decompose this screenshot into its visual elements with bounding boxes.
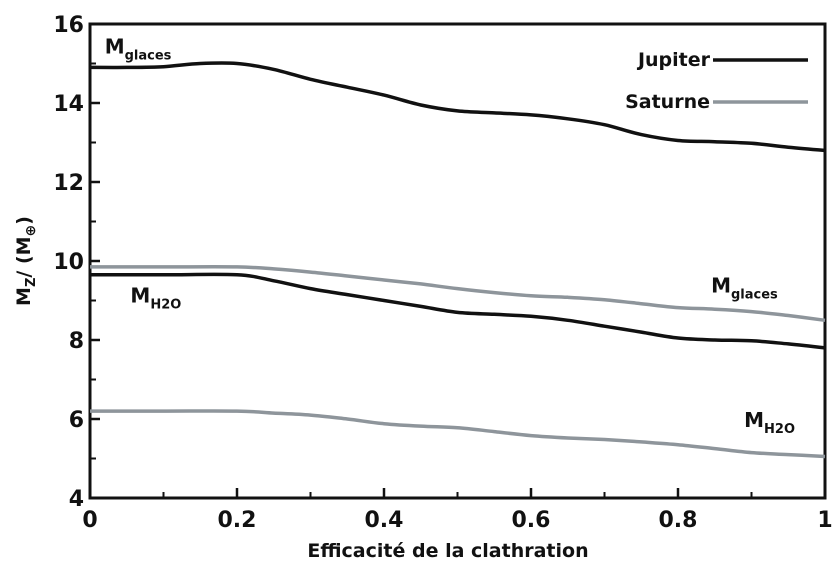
x-tick-label: 0.4 bbox=[365, 508, 404, 533]
y-axis-title: MZ/ (M⊕) bbox=[13, 216, 39, 306]
y-tick-label: 6 bbox=[69, 408, 84, 433]
series-line-jupiter-m-h2o bbox=[89, 272, 826, 350]
x-tick-label: 0.2 bbox=[218, 508, 257, 533]
y-tick-label: 12 bbox=[53, 171, 84, 196]
series-line-saturne-m-h2o bbox=[89, 409, 826, 459]
curve-annotation: Mglaces bbox=[711, 274, 778, 303]
y-axis-title-earth: ⊕ bbox=[23, 225, 39, 237]
curve-annotation-main: M bbox=[744, 408, 764, 432]
curve-annotation-sub: H2O bbox=[150, 297, 181, 312]
curve-annotation-main: M bbox=[130, 283, 150, 307]
y-tick-label: 16 bbox=[53, 13, 84, 38]
curve-annotation-main: M bbox=[711, 274, 731, 298]
curve-annotation-main: M bbox=[105, 35, 125, 59]
y-axis-title-sub: Z bbox=[24, 278, 39, 287]
y-axis-title-rest: / (M bbox=[13, 236, 35, 277]
legend-label-jupiter: Jupiter bbox=[636, 49, 711, 71]
series-line-jupiter-m-glaces bbox=[89, 61, 826, 153]
y-axis-title-close: ) bbox=[13, 216, 35, 225]
curve-annotation-sub: glaces bbox=[731, 288, 778, 303]
x-axis-title: Efficacité de la clathration bbox=[307, 540, 588, 562]
curve-annotation: MH2O bbox=[130, 283, 181, 312]
y-axis-title-m: M bbox=[13, 287, 35, 306]
curve-annotation-sub: H2O bbox=[764, 422, 795, 437]
x-tick-label: 1 bbox=[817, 508, 832, 533]
series-layer bbox=[89, 61, 826, 459]
y-tick-label: 4 bbox=[69, 487, 84, 512]
series-line-saturne-m-glaces bbox=[89, 265, 826, 323]
legend-label-saturne: Saturne bbox=[625, 91, 710, 113]
curve-annotation-sub: glaces bbox=[125, 49, 172, 64]
legend: Jupiter Saturne bbox=[625, 49, 808, 113]
y-tick-label: 10 bbox=[53, 250, 84, 275]
x-tick-label: 0 bbox=[82, 508, 97, 533]
curve-annotation: Mglaces bbox=[105, 35, 172, 64]
curve-annotation: MH2O bbox=[744, 408, 795, 437]
y-tick-label: 14 bbox=[53, 92, 84, 117]
x-tick-label: 0.8 bbox=[659, 508, 698, 533]
x-tick-label: 0.6 bbox=[512, 508, 551, 533]
y-tick-label: 8 bbox=[69, 329, 84, 354]
